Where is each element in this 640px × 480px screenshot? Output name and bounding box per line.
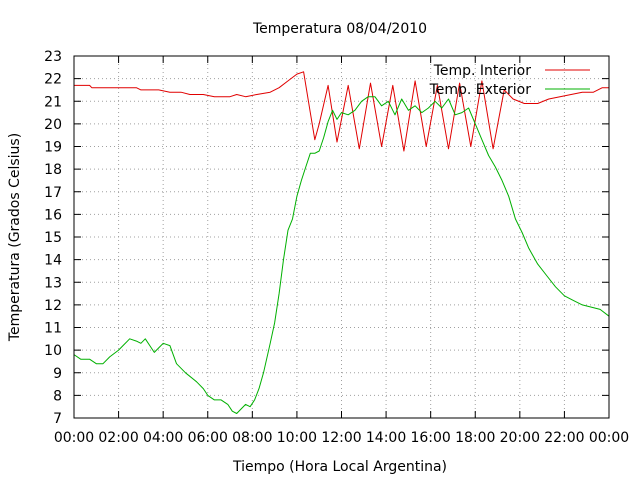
y-tick-label: 10 (44, 343, 62, 359)
y-tick-label: 13 (44, 275, 62, 291)
series-line-exterior (73, 96, 610, 414)
y-tick-label: 21 (44, 94, 62, 110)
grid-lines (74, 56, 609, 418)
x-tick-label: 06:00 (188, 430, 228, 446)
legend-label-exterior: Temp. Exterior (429, 82, 532, 98)
x-tick-label: 12:00 (321, 430, 361, 446)
x-tick-label: 02:00 (98, 430, 138, 446)
x-tick-label: 18:00 (455, 430, 495, 446)
y-tick-label: 8 (53, 388, 62, 404)
x-tick-label: 14:00 (366, 430, 406, 446)
y-tick-label: 23 (44, 49, 62, 65)
x-tick-label: 00:00 (54, 430, 94, 446)
x-tick-label: 04:00 (143, 430, 183, 446)
x-tick-label: 00:00 (589, 430, 629, 446)
x-tick-label: 08:00 (232, 430, 272, 446)
y-tick-label: 22 (44, 72, 62, 88)
legend: Temp. Interior Temp. Exterior (429, 63, 590, 98)
y-axis-title: Temperatura (Grados Celsius) (7, 133, 23, 342)
x-axis-title: Tiempo (Hora Local Argentina) (232, 459, 447, 475)
y-tick-label: 9 (53, 366, 62, 382)
y-tick-label: 20 (44, 117, 62, 133)
y-tick-label: 16 (44, 207, 62, 223)
x-tick-label: 10:00 (277, 430, 317, 446)
y-tick-label: 17 (44, 185, 62, 201)
series-line-interior (74, 71, 609, 152)
y-tick-label: 11 (44, 321, 62, 337)
x-tick-label: 22:00 (544, 430, 584, 446)
x-tick-label: 20:00 (500, 430, 540, 446)
x-tick-label: 16:00 (410, 430, 450, 446)
y-tick-label: 7 (53, 411, 62, 427)
legend-label-interior: Temp. Interior (433, 63, 532, 79)
y-tick-label: 14 (44, 253, 62, 269)
y-tick-label: 15 (44, 230, 62, 246)
chart-title: Temperatura 08/04/2010 (252, 21, 427, 37)
series-lines (73, 71, 610, 414)
y-tick-label: 12 (44, 298, 62, 314)
y-tick-label: 19 (44, 140, 62, 156)
y-tick-label: 18 (44, 162, 62, 178)
